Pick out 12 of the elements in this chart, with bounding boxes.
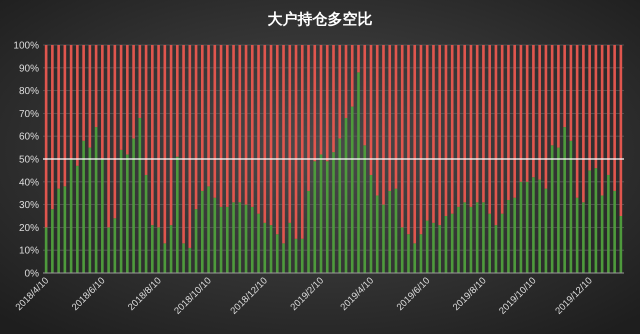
y-tick-label: 80% <box>18 86 40 98</box>
y-tick-label: 30% <box>18 200 40 212</box>
y-tick-label: 50% <box>18 154 40 166</box>
y-tick-label: 10% <box>18 246 40 257</box>
y-tick-label: 0% <box>24 268 40 280</box>
y-tick-label: 20% <box>18 222 40 234</box>
y-tick-label: 60% <box>18 132 40 143</box>
y-tick-label: 70% <box>18 108 40 120</box>
y-tick-label: 40% <box>18 177 40 188</box>
y-tick-label: 90% <box>18 63 40 74</box>
y-tick-label: 100% <box>13 40 40 52</box>
chart-title: 大户持仓多空比 <box>268 10 372 28</box>
